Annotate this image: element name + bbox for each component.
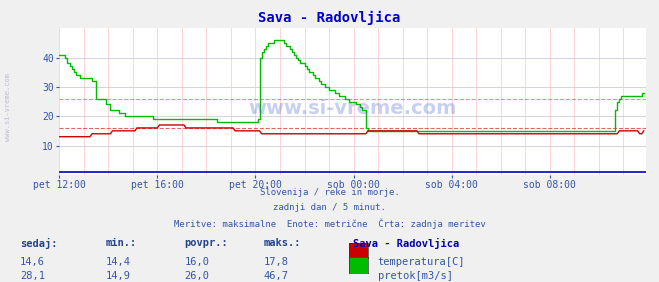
Text: 14,6: 14,6 bbox=[20, 257, 45, 266]
Text: Sava - Radovljica: Sava - Radovljica bbox=[258, 11, 401, 25]
Text: maks.:: maks.: bbox=[264, 238, 301, 248]
Text: temperatura[C]: temperatura[C] bbox=[378, 257, 465, 266]
Text: www.si-vreme.com: www.si-vreme.com bbox=[5, 73, 11, 141]
Text: 16,0: 16,0 bbox=[185, 257, 210, 266]
Text: 14,4: 14,4 bbox=[105, 257, 130, 266]
Text: Sava - Radovljica: Sava - Radovljica bbox=[353, 238, 459, 249]
Text: pretok[m3/s]: pretok[m3/s] bbox=[378, 271, 453, 281]
Text: sedaj:: sedaj: bbox=[20, 238, 57, 249]
Text: 26,0: 26,0 bbox=[185, 271, 210, 281]
Text: Meritve: maksimalne  Enote: metrične  Črta: zadnja meritev: Meritve: maksimalne Enote: metrične Črta… bbox=[173, 219, 486, 229]
Text: 46,7: 46,7 bbox=[264, 271, 289, 281]
Text: www.si-vreme.com: www.si-vreme.com bbox=[248, 99, 457, 118]
Text: zadnji dan / 5 minut.: zadnji dan / 5 minut. bbox=[273, 203, 386, 212]
Text: 28,1: 28,1 bbox=[20, 271, 45, 281]
Text: povpr.:: povpr.: bbox=[185, 238, 228, 248]
Text: min.:: min.: bbox=[105, 238, 136, 248]
Text: 14,9: 14,9 bbox=[105, 271, 130, 281]
Text: Slovenija / reke in morje.: Slovenija / reke in morje. bbox=[260, 188, 399, 197]
Text: 17,8: 17,8 bbox=[264, 257, 289, 266]
